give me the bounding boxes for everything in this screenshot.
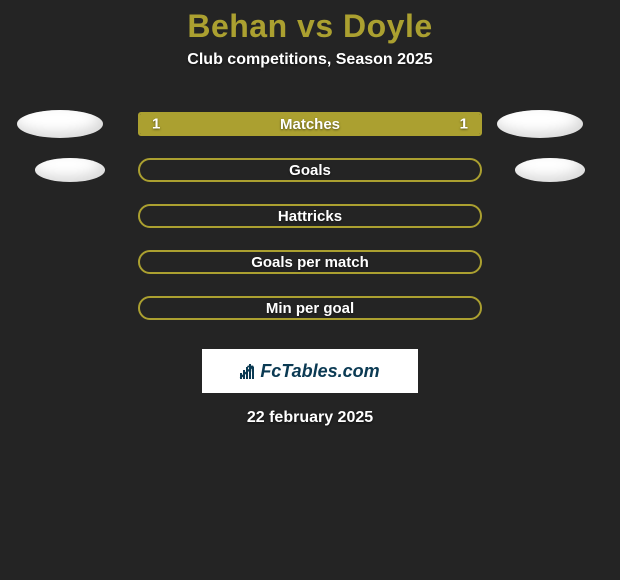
vs-label: vs	[297, 8, 334, 44]
stat-rows: Matches 1 1 Goals Hattricks Goals per match Mi…	[0, 101, 620, 331]
stat-value-right: 1	[460, 116, 468, 133]
stat-row: Min per goal	[0, 285, 620, 331]
stat-label: Hattricks	[278, 208, 342, 225]
page-title: Behan vs Doyle	[0, 8, 620, 45]
stat-bar: Min per goal	[138, 296, 482, 320]
player-left-name: Behan	[187, 8, 287, 44]
stat-row: Goals per match	[0, 239, 620, 285]
stat-label: Goals per match	[251, 254, 369, 271]
stat-row: Goals	[0, 147, 620, 193]
subtitle: Club competitions, Season 2025	[0, 51, 620, 69]
club-badge-right	[515, 158, 585, 182]
fctables-icon	[240, 363, 254, 379]
logo-text: FcTables.com	[260, 361, 379, 382]
stat-bar: Hattricks	[138, 204, 482, 228]
logo-box: FcTables.com	[202, 349, 418, 393]
club-badge-left	[35, 158, 105, 182]
club-badge-right	[497, 110, 583, 138]
stat-label: Min per goal	[266, 300, 354, 317]
date-line: 22 february 2025	[0, 409, 620, 427]
comparison-canvas: Behan vs Doyle Club competitions, Season…	[0, 0, 620, 580]
stat-row: Hattricks	[0, 193, 620, 239]
stat-label: Goals	[289, 162, 331, 179]
club-badge-left	[17, 110, 103, 138]
stat-bar: Goals per match	[138, 250, 482, 274]
stat-bar: Goals	[138, 158, 482, 182]
stat-label: Matches	[280, 116, 340, 133]
stat-bar: Matches 1 1	[138, 112, 482, 136]
stat-value-left: 1	[152, 116, 160, 133]
stat-row: Matches 1 1	[0, 101, 620, 147]
player-right-name: Doyle	[343, 8, 433, 44]
